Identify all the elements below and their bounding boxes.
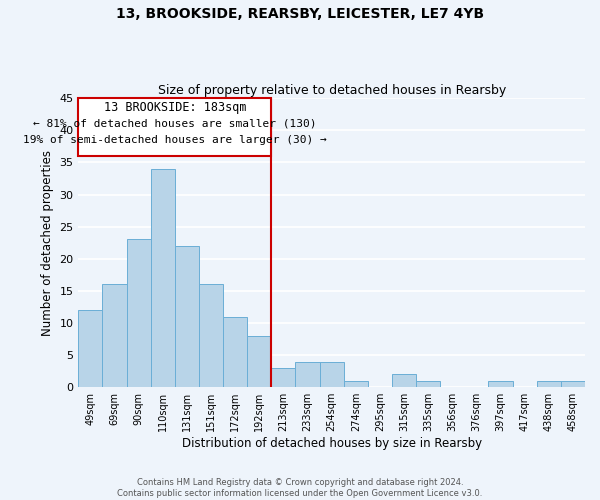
Bar [223,316,247,387]
Bar [295,362,320,387]
Bar [392,374,416,387]
Bar [537,381,561,387]
Bar [199,284,223,387]
Bar [561,381,585,387]
Text: 19% of semi-detached houses are larger (30) →: 19% of semi-detached houses are larger (… [23,135,326,145]
Bar [79,310,103,387]
Bar [320,362,344,387]
Bar [79,98,271,156]
Bar [271,368,295,387]
Bar [416,381,440,387]
Bar [103,284,127,387]
Bar [247,336,271,387]
Y-axis label: Number of detached properties: Number of detached properties [41,150,54,336]
Title: Size of property relative to detached houses in Rearsby: Size of property relative to detached ho… [158,84,506,97]
Bar [344,381,368,387]
Bar [151,169,175,387]
Text: Contains HM Land Registry data © Crown copyright and database right 2024.
Contai: Contains HM Land Registry data © Crown c… [118,478,482,498]
Text: ← 81% of detached houses are smaller (130): ← 81% of detached houses are smaller (13… [33,119,317,129]
X-axis label: Distribution of detached houses by size in Rearsby: Distribution of detached houses by size … [182,437,482,450]
Text: 13, BROOKSIDE, REARSBY, LEICESTER, LE7 4YB: 13, BROOKSIDE, REARSBY, LEICESTER, LE7 4… [116,8,484,22]
Bar [127,240,151,387]
Text: 13 BROOKSIDE: 183sqm: 13 BROOKSIDE: 183sqm [104,102,246,114]
Bar [175,246,199,387]
Bar [488,381,512,387]
